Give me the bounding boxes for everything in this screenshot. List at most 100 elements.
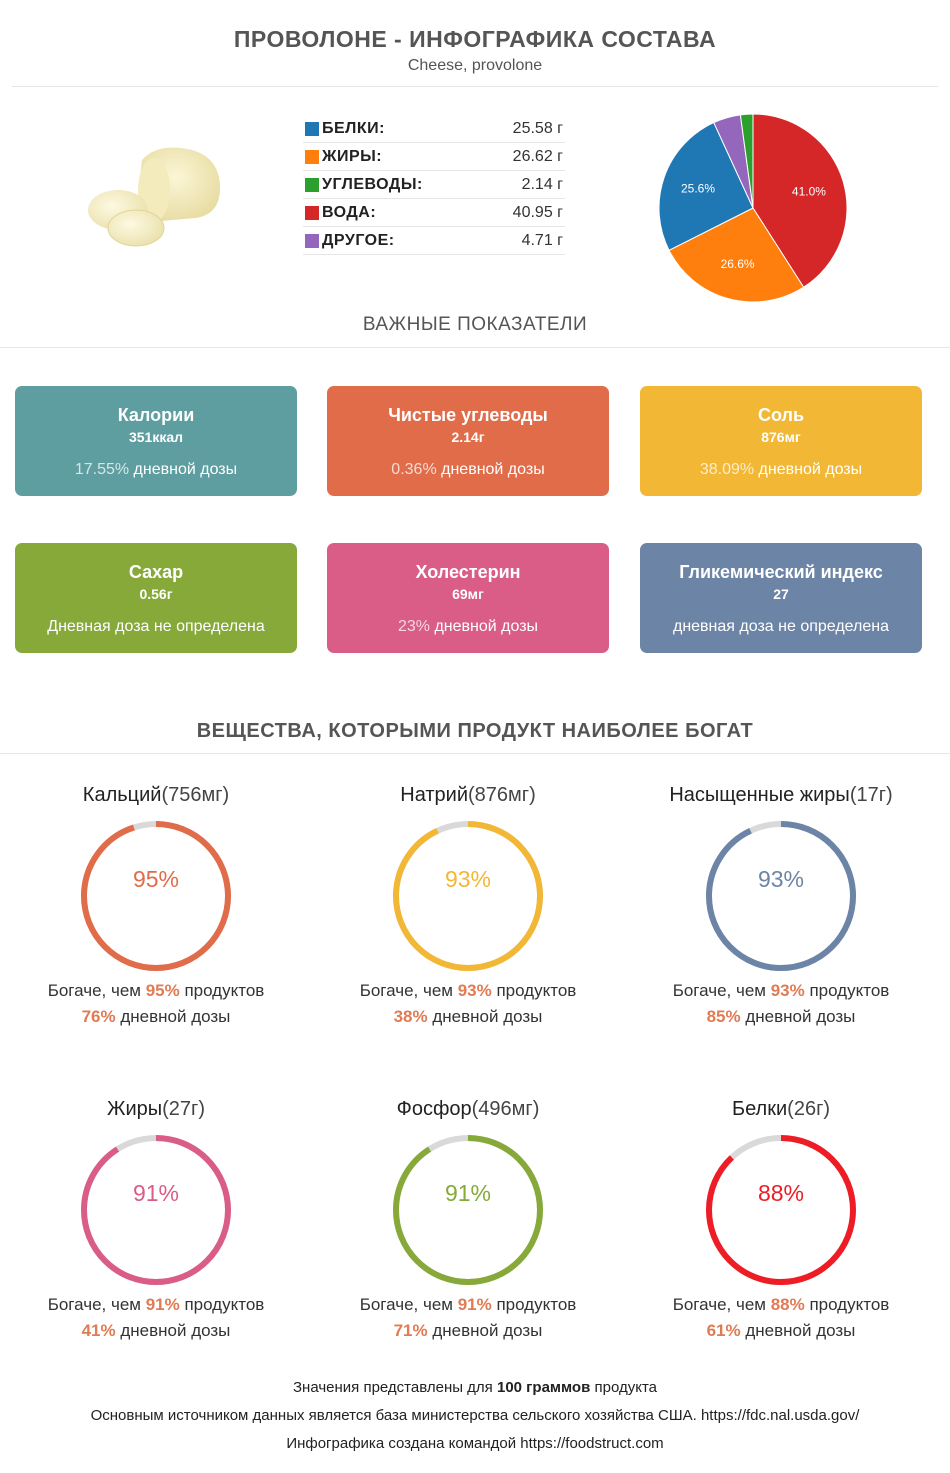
nutrient-ring-percent: 93% bbox=[757, 866, 805, 892]
daily-suffix: дневной дозы bbox=[740, 1321, 856, 1340]
nutrient-heading: Насыщенные жиры(17г) bbox=[631, 784, 931, 807]
divider bbox=[0, 347, 950, 348]
macro-pie-chart: 41.0% 26.6% 25.6% bbox=[658, 113, 848, 303]
indicator-value: 27 bbox=[773, 586, 789, 602]
nutrient-item: Кальций(756мг) 95% Богаче, чем 95% продукт… bbox=[6, 784, 306, 1054]
legend-swatch bbox=[305, 122, 319, 136]
page-subtitle: Cheese, provolone bbox=[407, 57, 543, 74]
richer-percent: 91% bbox=[457, 1295, 492, 1314]
nutrient-ring-percent: 91% bbox=[132, 1180, 180, 1206]
nutrient-heading: Жиры(27г) bbox=[6, 1098, 306, 1121]
nutrient-richer-than: Богаче, чем 91% продуктов bbox=[318, 1295, 618, 1315]
nutrient-richer-than: Богаче, чем 93% продуктов bbox=[631, 981, 931, 1001]
nutrient-item: Натрий(876мг) 93% Богаче, чем 93% продукто… bbox=[318, 784, 618, 1054]
divider bbox=[12, 86, 938, 87]
nutrient-item: Насыщенные жиры(17г) 93% Богаче, чем 93% п… bbox=[631, 784, 931, 1054]
nutrient-name: Натрий bbox=[400, 784, 469, 806]
nutrient-name: Насыщенные жиры bbox=[669, 784, 850, 806]
indicator-dose-percent: 38.09% bbox=[699, 461, 755, 478]
indicator-dose-percent: 0.36% bbox=[391, 461, 437, 478]
indicator-value: 351ккал bbox=[128, 429, 184, 445]
nutrient-daily-dose: 61% дневной дозы bbox=[631, 1321, 931, 1341]
indicator-daily-dose: Дневная доза не определена bbox=[15, 618, 297, 636]
daily-suffix: дневной дозы bbox=[427, 1007, 543, 1026]
nutrient-ring bbox=[81, 1135, 231, 1285]
footer-note-post: продукта bbox=[590, 1379, 657, 1396]
richer-percent: 95% bbox=[145, 981, 180, 1000]
daily-percent: 61% bbox=[706, 1321, 741, 1340]
pie-slice-УГЛЕВОДЫ bbox=[739, 113, 754, 209]
richer-prefix: Богаче, чем bbox=[672, 981, 771, 1000]
richer-prefix: Богаче, чем bbox=[47, 1295, 146, 1314]
rich-in-title: ВЕЩЕСТВА, КОТОРЫМИ ПРОДУКТ НАИБОЛЕЕ БОГА… bbox=[196, 720, 754, 742]
indicator-name: Чистые углеводы bbox=[388, 405, 548, 425]
macro-value: 26.62 г bbox=[512, 148, 563, 165]
indicator-name: Гликемический индекс bbox=[679, 562, 883, 582]
nutrient-amount: (496мг) bbox=[471, 1098, 540, 1120]
daily-percent: 38% bbox=[393, 1007, 428, 1026]
macro-row: ДРУГОЕ: 4.71 г bbox=[303, 227, 565, 255]
pie-label: 25.6% bbox=[681, 182, 715, 196]
macro-row: ЖИРЫ: 26.62 г bbox=[303, 143, 565, 171]
cheese-illustration bbox=[88, 147, 220, 247]
key-indicators-title: ВАЖНЫЕ ПОКАЗАТЕЛИ bbox=[362, 314, 588, 335]
pie-slice-БЕЛКИ bbox=[658, 121, 754, 251]
indicator-value: 0.56г bbox=[139, 586, 173, 602]
nutrient-amount: (756мг) bbox=[161, 784, 230, 806]
indicator-name: Сахар bbox=[128, 562, 184, 582]
legend-swatch bbox=[305, 150, 319, 164]
nutrient-richer-than: Богаче, чем 93% продуктов bbox=[318, 981, 618, 1001]
indicator-dose-text: дневной дозы bbox=[430, 618, 539, 635]
ring-fill bbox=[393, 1135, 543, 1285]
nutrient-daily-dose: 38% дневной дозы bbox=[318, 1007, 618, 1027]
nutrient-heading: Фосфор(496мг) bbox=[318, 1098, 618, 1121]
indicator-name: Калории bbox=[117, 405, 195, 425]
nutrient-ring-percent: 91% bbox=[444, 1180, 492, 1206]
footer-source: Основным источником данных является база… bbox=[90, 1407, 860, 1424]
ring-fill bbox=[706, 1135, 856, 1285]
indicator-dose-text: Дневная доза не определена bbox=[47, 618, 265, 635]
nutrient-ring bbox=[393, 821, 543, 971]
daily-percent: 41% bbox=[81, 1321, 116, 1340]
nutrient-name: Кальций bbox=[82, 784, 162, 806]
divider bbox=[0, 753, 950, 754]
richer-suffix: продуктов bbox=[179, 1295, 265, 1314]
indicator-card: Чистые углеводы 2.14г 0.36% дневной дозы bbox=[327, 386, 609, 496]
nutrient-name: Фосфор bbox=[396, 1098, 472, 1120]
indicator-card: Холестерин 69мг 23% дневной дозы bbox=[327, 543, 609, 653]
nutrient-name: Белки bbox=[731, 1098, 788, 1120]
daily-percent: 85% bbox=[706, 1007, 741, 1026]
nutrient-heading: Натрий(876мг) bbox=[318, 784, 618, 807]
legend-swatch bbox=[305, 234, 319, 248]
daily-suffix: дневной дозы bbox=[427, 1321, 543, 1340]
macro-label: БЕЛКИ: bbox=[322, 120, 385, 137]
indicator-dose-text: дневная доза не определена bbox=[672, 618, 889, 635]
nutrient-richer-than: Богаче, чем 95% продуктов bbox=[6, 981, 306, 1001]
macro-label: ВОДА: bbox=[322, 204, 377, 221]
richer-prefix: Богаче, чем bbox=[359, 981, 458, 1000]
nutrient-ring-percent: 88% bbox=[757, 1180, 805, 1206]
indicator-card: Гликемический индекс 27 дневная доза не оп… bbox=[640, 543, 922, 653]
daily-percent: 71% bbox=[393, 1321, 428, 1340]
footer-credit: Инфографика создана командой https://foo… bbox=[286, 1435, 664, 1452]
daily-suffix: дневной дозы bbox=[740, 1007, 856, 1026]
indicator-value: 876мг bbox=[761, 429, 801, 445]
macro-row: БЕЛКИ: 25.58 г bbox=[303, 115, 565, 143]
nutrient-richer-than: Богаче, чем 88% продуктов bbox=[631, 1295, 931, 1315]
richer-prefix: Богаче, чем bbox=[359, 1295, 458, 1314]
nutrient-item: Жиры(27г) 91% Богаче, чем 91% продуктов 41%… bbox=[6, 1098, 306, 1368]
richer-percent: 93% bbox=[770, 981, 805, 1000]
richer-suffix: продуктов bbox=[491, 1295, 577, 1314]
nutrient-item: Белки(26г) 88% Богаче, чем 88% продуктов 61… bbox=[631, 1098, 931, 1368]
page-title: ПРОВОЛОНЕ - ИНФОГРАФИКА СОСТАВА bbox=[233, 26, 717, 52]
nutrient-item: Фосфор(496мг) 91% Богаче, чем 91% продукто… bbox=[318, 1098, 618, 1368]
macro-row: УГЛЕВОДЫ: 2.14 г bbox=[303, 171, 565, 199]
nutrient-daily-dose: 71% дневной дозы bbox=[318, 1321, 618, 1341]
indicator-dose-text: дневной дозы bbox=[436, 461, 545, 478]
ring-fill bbox=[393, 821, 543, 971]
indicator-daily-dose: 38.09% дневной дозы bbox=[640, 461, 922, 479]
pie-slice-ЖИРЫ bbox=[668, 207, 805, 303]
footer-note-pre: Значения представлены для bbox=[292, 1379, 497, 1396]
indicator-value: 2.14г bbox=[451, 429, 485, 445]
indicator-value: 69мг bbox=[452, 586, 484, 602]
